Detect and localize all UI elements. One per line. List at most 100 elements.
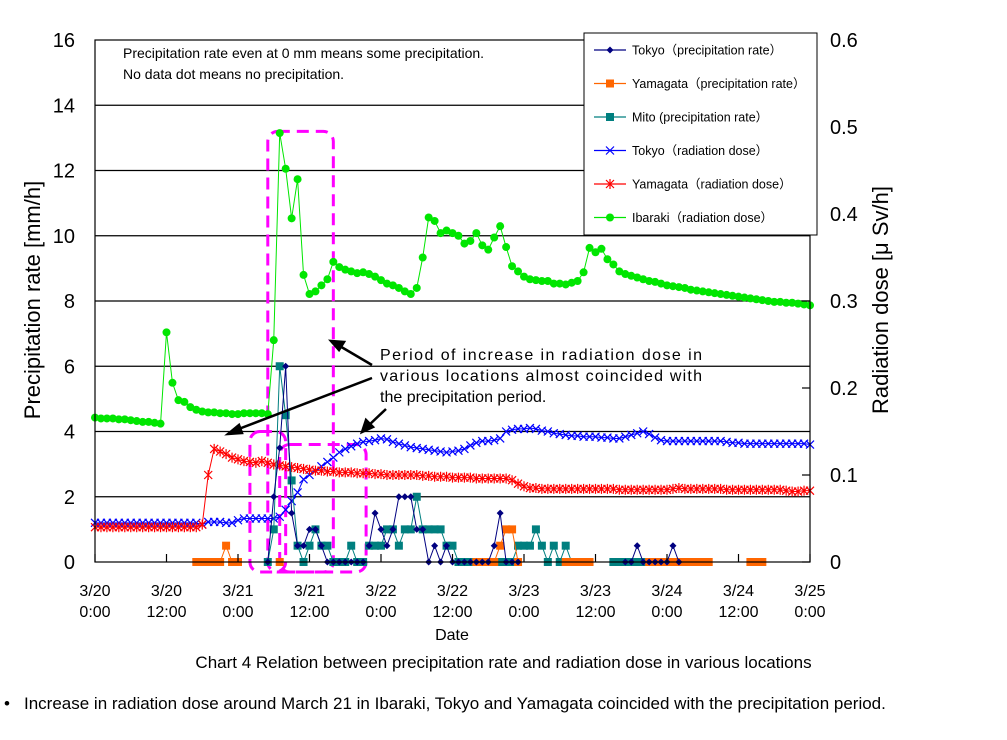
data-point xyxy=(490,233,499,242)
data-point xyxy=(203,470,213,480)
data-point xyxy=(144,417,153,426)
data-point xyxy=(346,441,356,451)
data-point xyxy=(216,409,225,418)
data-point xyxy=(275,362,284,371)
data-point xyxy=(489,435,499,445)
data-point xyxy=(126,416,135,425)
legend-label: Tokyo（precipitation rate） xyxy=(632,44,782,58)
data-point xyxy=(305,290,314,299)
data-point xyxy=(186,403,195,412)
data-point xyxy=(632,428,642,438)
data-point xyxy=(412,283,421,292)
arrow-head-icon xyxy=(328,339,347,353)
data-point xyxy=(400,440,410,450)
annotation-line-3: the precipitation period. xyxy=(380,389,546,406)
data-point xyxy=(537,276,546,285)
x-tick-time: 12:00 xyxy=(289,604,329,621)
data-point xyxy=(377,276,385,285)
note-line-2: No data dot means no precipitation. xyxy=(123,66,344,82)
y-left-tick-label: 0 xyxy=(64,552,75,574)
y-right-tick-label: 0.1 xyxy=(830,465,858,487)
data-point xyxy=(478,241,487,250)
data-point xyxy=(430,216,439,225)
legend-label: Yamagata（precipitation rate） xyxy=(632,77,805,91)
x-tick-date: 3/24 xyxy=(651,583,682,600)
data-point xyxy=(514,267,523,276)
data-point xyxy=(377,541,385,550)
data-point xyxy=(459,444,469,454)
data-point xyxy=(281,411,290,420)
data-point xyxy=(233,454,243,465)
arrow-to-yamagata-box xyxy=(235,376,373,432)
data-point xyxy=(371,272,380,281)
x-axis-title: Date xyxy=(435,627,469,644)
data-point xyxy=(406,525,415,534)
data-point xyxy=(114,415,123,424)
data-point xyxy=(615,267,624,276)
data-point xyxy=(770,297,779,306)
data-point xyxy=(579,268,588,277)
data-point xyxy=(96,414,105,423)
data-point xyxy=(519,481,529,492)
data-point xyxy=(508,262,517,271)
y-left-tick-label: 14 xyxy=(53,95,75,117)
y-left-tick-label: 12 xyxy=(53,161,75,183)
data-point xyxy=(228,410,237,419)
data-point xyxy=(674,283,683,292)
data-point xyxy=(204,408,213,417)
annotation-line-1: Period of increase in radiation dose in xyxy=(380,347,702,364)
x-tick-date: 3/21 xyxy=(294,583,325,600)
x-tick-date: 3/20 xyxy=(151,583,182,600)
data-point xyxy=(322,457,332,467)
data-point xyxy=(263,457,273,468)
data-point xyxy=(620,432,630,442)
x-tick-time: 12:00 xyxy=(146,604,186,621)
data-point xyxy=(686,285,695,294)
data-point xyxy=(353,269,362,278)
data-point xyxy=(311,287,320,296)
data-point xyxy=(496,509,504,517)
annotation-line-2: various locations almost coincided with xyxy=(380,368,702,385)
data-point xyxy=(520,272,528,281)
note-box: Precipitation rate even at 0 mm means so… xyxy=(123,45,484,82)
y-axis-left-title: Precipitation rate [mm/h] xyxy=(20,181,45,419)
data-point xyxy=(306,525,313,533)
data-point xyxy=(120,415,129,424)
x-tick-date: 3/20 xyxy=(79,583,110,600)
data-point xyxy=(162,328,171,337)
data-point xyxy=(412,492,421,501)
data-point xyxy=(663,281,671,290)
series-line xyxy=(368,496,519,564)
data-point xyxy=(406,290,415,299)
y-left-tick-label: 6 xyxy=(64,356,75,378)
data-point xyxy=(543,276,552,285)
data-point xyxy=(442,226,451,235)
chart-caption: Chart 4 Relation between precipitation r… xyxy=(195,653,812,672)
data-point xyxy=(472,229,481,238)
data-point xyxy=(471,438,481,448)
data-point xyxy=(270,493,278,501)
x-tick-date: 3/25 xyxy=(794,583,825,600)
data-point xyxy=(448,229,457,238)
x-tick-date: 3/23 xyxy=(508,583,539,600)
data-point xyxy=(764,297,773,305)
data-point xyxy=(335,263,344,272)
data-point xyxy=(156,419,165,428)
data-point xyxy=(424,213,433,222)
y-left-tick-label: 8 xyxy=(64,291,75,313)
data-point xyxy=(752,295,761,304)
data-point xyxy=(722,290,731,299)
data-point xyxy=(108,414,117,423)
data-point xyxy=(221,449,231,460)
y-left-tick-label: 2 xyxy=(64,487,75,509)
data-point xyxy=(597,244,606,253)
data-point xyxy=(501,473,511,484)
data-point xyxy=(418,253,427,262)
data-point xyxy=(603,255,612,264)
data-point xyxy=(377,525,385,533)
data-point xyxy=(281,164,290,173)
data-point xyxy=(323,541,332,550)
data-point xyxy=(740,293,749,302)
data-point xyxy=(394,439,404,449)
annotation: Period of increase in radiation dose in … xyxy=(224,339,702,436)
